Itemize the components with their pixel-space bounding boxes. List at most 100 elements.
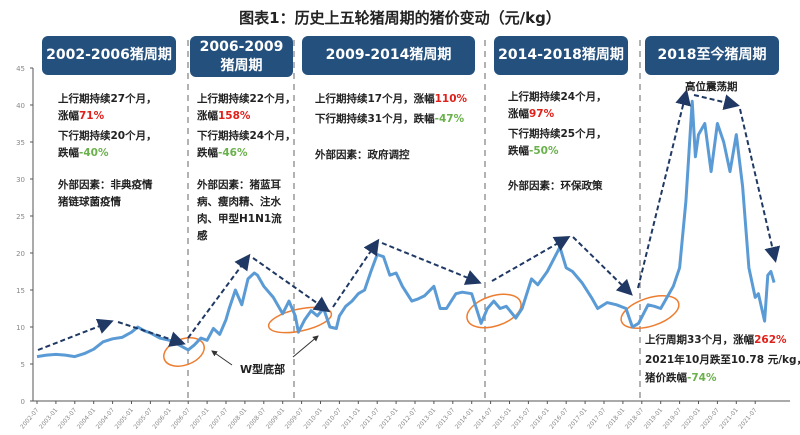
down-change: 跌幅-46% bbox=[197, 147, 248, 159]
x-tick-label: 2019-01 bbox=[643, 407, 665, 431]
x-tick-label: 2020-07 bbox=[699, 407, 721, 431]
x-tick-label: 2009-01 bbox=[265, 407, 287, 431]
trend-arrow bbox=[739, 108, 781, 263]
x-tick-label: 2021-07 bbox=[737, 407, 759, 431]
y-tick-label: 35 bbox=[16, 139, 25, 147]
trend-arrow bbox=[117, 321, 186, 347]
x-tick-label: 2005-01 bbox=[114, 407, 136, 431]
x-tick-label: 2010-07 bbox=[321, 407, 343, 431]
x-tick-label: 2005-07 bbox=[132, 407, 154, 431]
x-tick-label: 2002-07 bbox=[19, 407, 41, 431]
down-duration: 下行期持续25个月， bbox=[508, 128, 607, 140]
cycle-header-4: 2014-2018猪周期 bbox=[494, 36, 628, 75]
external-factors-2: 猪链球菌疫情 bbox=[58, 196, 121, 208]
x-tick-label: 2008-07 bbox=[246, 407, 268, 431]
y-tick-label: 10 bbox=[16, 324, 25, 332]
down-change: 跌幅-40% bbox=[58, 147, 109, 159]
y-tick-label: 15 bbox=[16, 287, 25, 295]
w-bottom-ellipse bbox=[620, 295, 680, 329]
x-tick-label: 2013-01 bbox=[416, 407, 438, 431]
y-tick-label: 25 bbox=[16, 213, 25, 221]
x-tick-label: 2015-07 bbox=[510, 407, 532, 431]
x-tick-label: 2013-07 bbox=[435, 407, 457, 431]
cycle-2-notes: 上行期持续22个月， 涨幅158% 下行期持续24个月， 跌幅-46% 外部因素… bbox=[197, 91, 296, 245]
trend-arrow bbox=[572, 236, 633, 296]
latest-price: 2021年10月跌至10.78 元/kg， bbox=[645, 354, 800, 366]
high-oscillation-label: 高位震荡期 bbox=[685, 81, 738, 93]
cycle-3-notes: 上行期持续17个月，涨幅110% 下行期持续31个月，跌幅-47% 外部因素：政… bbox=[315, 91, 467, 164]
x-tick-label: 2004-01 bbox=[76, 407, 98, 431]
trend-arrow bbox=[693, 94, 740, 111]
x-tick-label: 2020-01 bbox=[681, 407, 703, 431]
down-duration: 下行期持续20个月， bbox=[58, 130, 157, 142]
cycle-header-2-line2: 猪周期 bbox=[220, 57, 263, 74]
x-tick-label: 2009-07 bbox=[284, 407, 306, 431]
x-tick-label: 2006-01 bbox=[151, 407, 173, 431]
trend-arrow bbox=[491, 236, 571, 282]
x-tick-label: 2010-01 bbox=[303, 407, 325, 431]
down-change: 猪价跌幅-74% bbox=[645, 372, 717, 384]
up-duration: 上行期持续22个月， bbox=[197, 93, 296, 105]
cycle-header-2: 2006-2009 猪周期 bbox=[190, 36, 293, 77]
external-factors: 外部因素：政府调控 bbox=[315, 149, 410, 161]
x-tick-label: 2004-07 bbox=[95, 407, 117, 431]
x-tick-label: 2006-07 bbox=[170, 407, 192, 431]
up-change: 涨幅158% bbox=[197, 110, 251, 122]
x-tick-label: 2018-07 bbox=[624, 407, 646, 431]
x-tick-label: 2003-01 bbox=[38, 407, 60, 431]
down-duration: 下行期持续24个月， bbox=[197, 130, 296, 142]
x-tick-label: 2012-07 bbox=[397, 407, 419, 431]
cycle-header-3: 2009-2014猪周期 bbox=[302, 36, 475, 75]
x-tick-label: 2003-07 bbox=[57, 407, 79, 431]
x-tick-label: 2008-01 bbox=[227, 407, 249, 431]
w-bottom-pointer bbox=[292, 335, 319, 358]
y-tick-label: 40 bbox=[16, 102, 25, 110]
y-tick-label: 20 bbox=[16, 250, 25, 258]
x-tick-label: 2017-01 bbox=[567, 407, 589, 431]
trend-arrow bbox=[637, 89, 691, 289]
up-change: 上行周期33个月，涨幅262% bbox=[645, 334, 787, 346]
trend-arrow bbox=[252, 257, 331, 313]
x-tick-label: 2011-01 bbox=[340, 407, 362, 431]
cycle-header-2-line1: 2006-2009 bbox=[199, 38, 284, 55]
trend-arrow bbox=[37, 318, 114, 351]
up-duration: 上行期持续24个月， bbox=[508, 91, 607, 103]
x-tick-label: 2021-01 bbox=[718, 407, 740, 431]
up-change: 涨幅71% bbox=[58, 110, 105, 122]
external-factors-4: 感 bbox=[197, 230, 208, 242]
x-tick-label: 2007-07 bbox=[208, 407, 230, 431]
w-bottom-ellipse bbox=[267, 306, 333, 334]
x-tick-label: 2019-07 bbox=[662, 407, 684, 431]
x-tick-label: 2017-07 bbox=[586, 407, 608, 431]
external-factors-3: 肉、甲型H1N1流 bbox=[197, 213, 282, 225]
trend-arrow bbox=[187, 253, 251, 339]
trend-arrow bbox=[381, 242, 482, 285]
price-line bbox=[36, 99, 776, 359]
cycle-header-1: 2002-2006猪周期 bbox=[42, 36, 176, 75]
down-change: 下行期持续31个月，跌幅-47% bbox=[315, 113, 465, 125]
x-tick-label: 2018-01 bbox=[605, 407, 627, 431]
down-change: 跌幅-50% bbox=[508, 145, 559, 157]
x-tick-label: 2015-01 bbox=[492, 407, 514, 431]
x-tick-label: 2012-01 bbox=[378, 407, 400, 431]
up-duration: 上行期持续27个月， bbox=[58, 93, 157, 105]
x-tick-label: 2014-01 bbox=[454, 407, 476, 431]
trend-arrow bbox=[332, 238, 380, 308]
up-change: 上行期持续17个月，涨幅110% bbox=[315, 93, 468, 105]
external-factors: 外部因素：非典疫情 bbox=[58, 179, 153, 191]
cycle-1-notes: 上行期持续27个月， 涨幅71% 下行期持续20个月， 跌幅-40% 外部因素：… bbox=[58, 91, 157, 211]
y-tick-label: 5 bbox=[21, 361, 25, 369]
x-tick-label: 2011-07 bbox=[359, 407, 381, 431]
cycle-5-notes: 上行周期33个月，涨幅262% 2021年10月跌至10.78 元/kg， 猪价… bbox=[645, 331, 800, 387]
x-tick-label: 2014-07 bbox=[473, 407, 495, 431]
x-tick-label: 2016-07 bbox=[548, 407, 570, 431]
external-factors: 外部因素：环保政策 bbox=[508, 180, 603, 192]
chart-title: 图表1：历史上五轮猪周期的猪价变动（元/kg） bbox=[239, 9, 561, 27]
y-tick-label: 45 bbox=[16, 65, 25, 73]
cycle-4-notes: 上行期持续24个月， 涨幅97% 下行期持续25个月， 跌幅-50% 外部因素：… bbox=[508, 89, 607, 195]
x-tick-label: 2007-01 bbox=[189, 407, 211, 431]
w-bottom-ellipse bbox=[466, 293, 522, 329]
w-bottom-pointer bbox=[211, 350, 233, 366]
